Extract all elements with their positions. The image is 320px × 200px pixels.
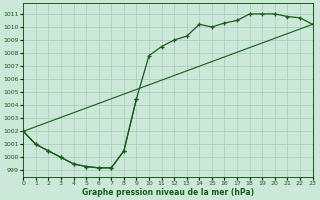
X-axis label: Graphe pression niveau de la mer (hPa): Graphe pression niveau de la mer (hPa) xyxy=(82,188,254,197)
